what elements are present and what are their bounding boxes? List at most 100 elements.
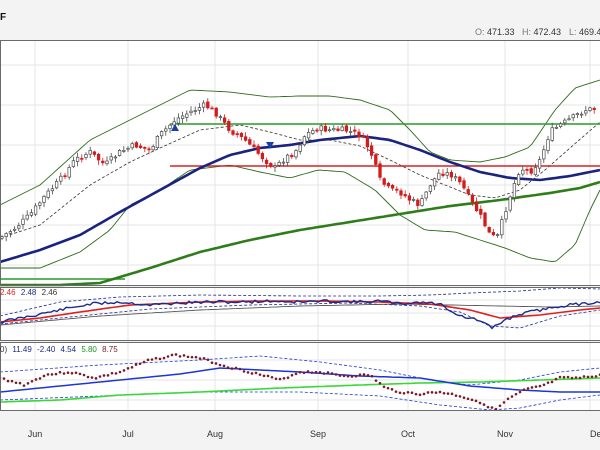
- kst-layer: [0, 353, 600, 411]
- candle-body: [218, 116, 223, 118]
- kst-dot: [498, 404, 502, 408]
- price-panel-border: [0, 40, 600, 286]
- candle-body: [281, 161, 286, 164]
- kst-dot: [542, 383, 546, 387]
- candle-body: [12, 228, 17, 231]
- kst-dot: [190, 355, 194, 359]
- kst-dot: [470, 398, 474, 402]
- kst-dot: [346, 374, 350, 378]
- candle-body: [109, 156, 113, 161]
- candle-body: [75, 156, 80, 162]
- candle-body: [33, 205, 38, 215]
- x-tick-label: Jun: [28, 429, 43, 439]
- kst-dot: [138, 362, 142, 366]
- candle-body: [210, 107, 214, 110]
- kst-dot: [322, 372, 326, 375]
- candle-body: [88, 150, 92, 155]
- ohlc-open: O: 471.33: [475, 27, 515, 37]
- candle-body: [361, 135, 365, 138]
- candle-body: [71, 160, 76, 167]
- kst-dot: [458, 395, 462, 398]
- kst-dot: [530, 386, 534, 389]
- kst-dot: [266, 374, 270, 378]
- candle-body: [113, 156, 118, 159]
- chart-title-fragment: F: [0, 12, 7, 23]
- kst-dot: [170, 353, 174, 357]
- kst-dot: [30, 379, 34, 383]
- candle-body: [54, 181, 59, 189]
- candle-body: [143, 147, 147, 149]
- kst-dot: [590, 375, 594, 379]
- candle-body: [504, 211, 508, 220]
- x-axis-labels: Jun Jul Aug Sep Oct Nov De: [28, 429, 600, 439]
- kst-dot: [122, 369, 126, 372]
- kst-dot: [46, 373, 50, 376]
- kst-dot: [42, 374, 46, 378]
- candle-body: [533, 167, 538, 176]
- candle-body: [512, 183, 517, 199]
- kst-dot: [562, 375, 566, 379]
- candle-body: [243, 136, 248, 141]
- kst-dot: [370, 374, 374, 378]
- kst-dot: [506, 397, 510, 401]
- ohlc-low-value: 469.46: [579, 27, 600, 37]
- candle-body: [542, 149, 546, 160]
- kst-dot: [290, 373, 294, 377]
- kst-dot: [90, 376, 94, 379]
- candle-body: [59, 175, 63, 182]
- kst-dot: [594, 375, 598, 378]
- candle-body: [403, 194, 407, 197]
- candle-body: [105, 160, 109, 165]
- candle-body: [592, 107, 596, 110]
- kst-dot: [430, 391, 434, 394]
- kst-dot: [58, 370, 62, 374]
- candle-body: [147, 148, 151, 151]
- kst-dot: [282, 376, 286, 380]
- candle-body: [483, 212, 487, 227]
- candle-body: [252, 144, 256, 148]
- candle-body: [479, 208, 483, 215]
- signal-up-icon: [171, 124, 179, 131]
- candle-body: [189, 110, 193, 114]
- kst-dot: [414, 392, 418, 396]
- kst-dot: [230, 367, 234, 370]
- kst-dot: [566, 375, 570, 379]
- candle-body: [180, 115, 185, 119]
- kst-dot: [326, 371, 330, 374]
- kst-dot: [538, 384, 542, 388]
- candle-body: [17, 225, 21, 229]
- x-tick-label: Nov: [497, 429, 514, 439]
- kst-dot: [478, 401, 482, 405]
- candle-body: [357, 131, 361, 138]
- kst-dot: [6, 379, 10, 383]
- candle-body: [579, 113, 584, 116]
- kst-dot: [438, 390, 442, 394]
- kst-dot: [546, 381, 550, 384]
- kst-dot: [446, 392, 450, 395]
- kst-dot: [454, 394, 458, 397]
- candle-body: [122, 150, 126, 152]
- candle-body: [445, 172, 449, 176]
- candle-body: [420, 198, 424, 206]
- bollinger-middle: [0, 121, 600, 239]
- kst-dot: [442, 391, 446, 395]
- candle-body: [588, 107, 592, 111]
- kst-dot: [382, 385, 386, 389]
- kst-dot: [98, 375, 102, 378]
- candle-body: [269, 162, 273, 167]
- kst-dot: [18, 381, 22, 385]
- candle-body: [302, 136, 307, 146]
- kst-dot: [210, 361, 214, 365]
- candle-body: [42, 196, 46, 203]
- ohlc-low: L: 469.46: [569, 27, 600, 37]
- candle-body: [29, 212, 34, 216]
- kst-dot: [130, 366, 134, 369]
- kst-dot: [214, 362, 218, 365]
- candle-body: [214, 107, 218, 117]
- candle-body: [50, 188, 55, 192]
- candle-body: [151, 146, 155, 151]
- kst-dot: [494, 407, 498, 411]
- x-tick-label: Sep: [310, 429, 326, 439]
- kst-dot: [502, 401, 506, 404]
